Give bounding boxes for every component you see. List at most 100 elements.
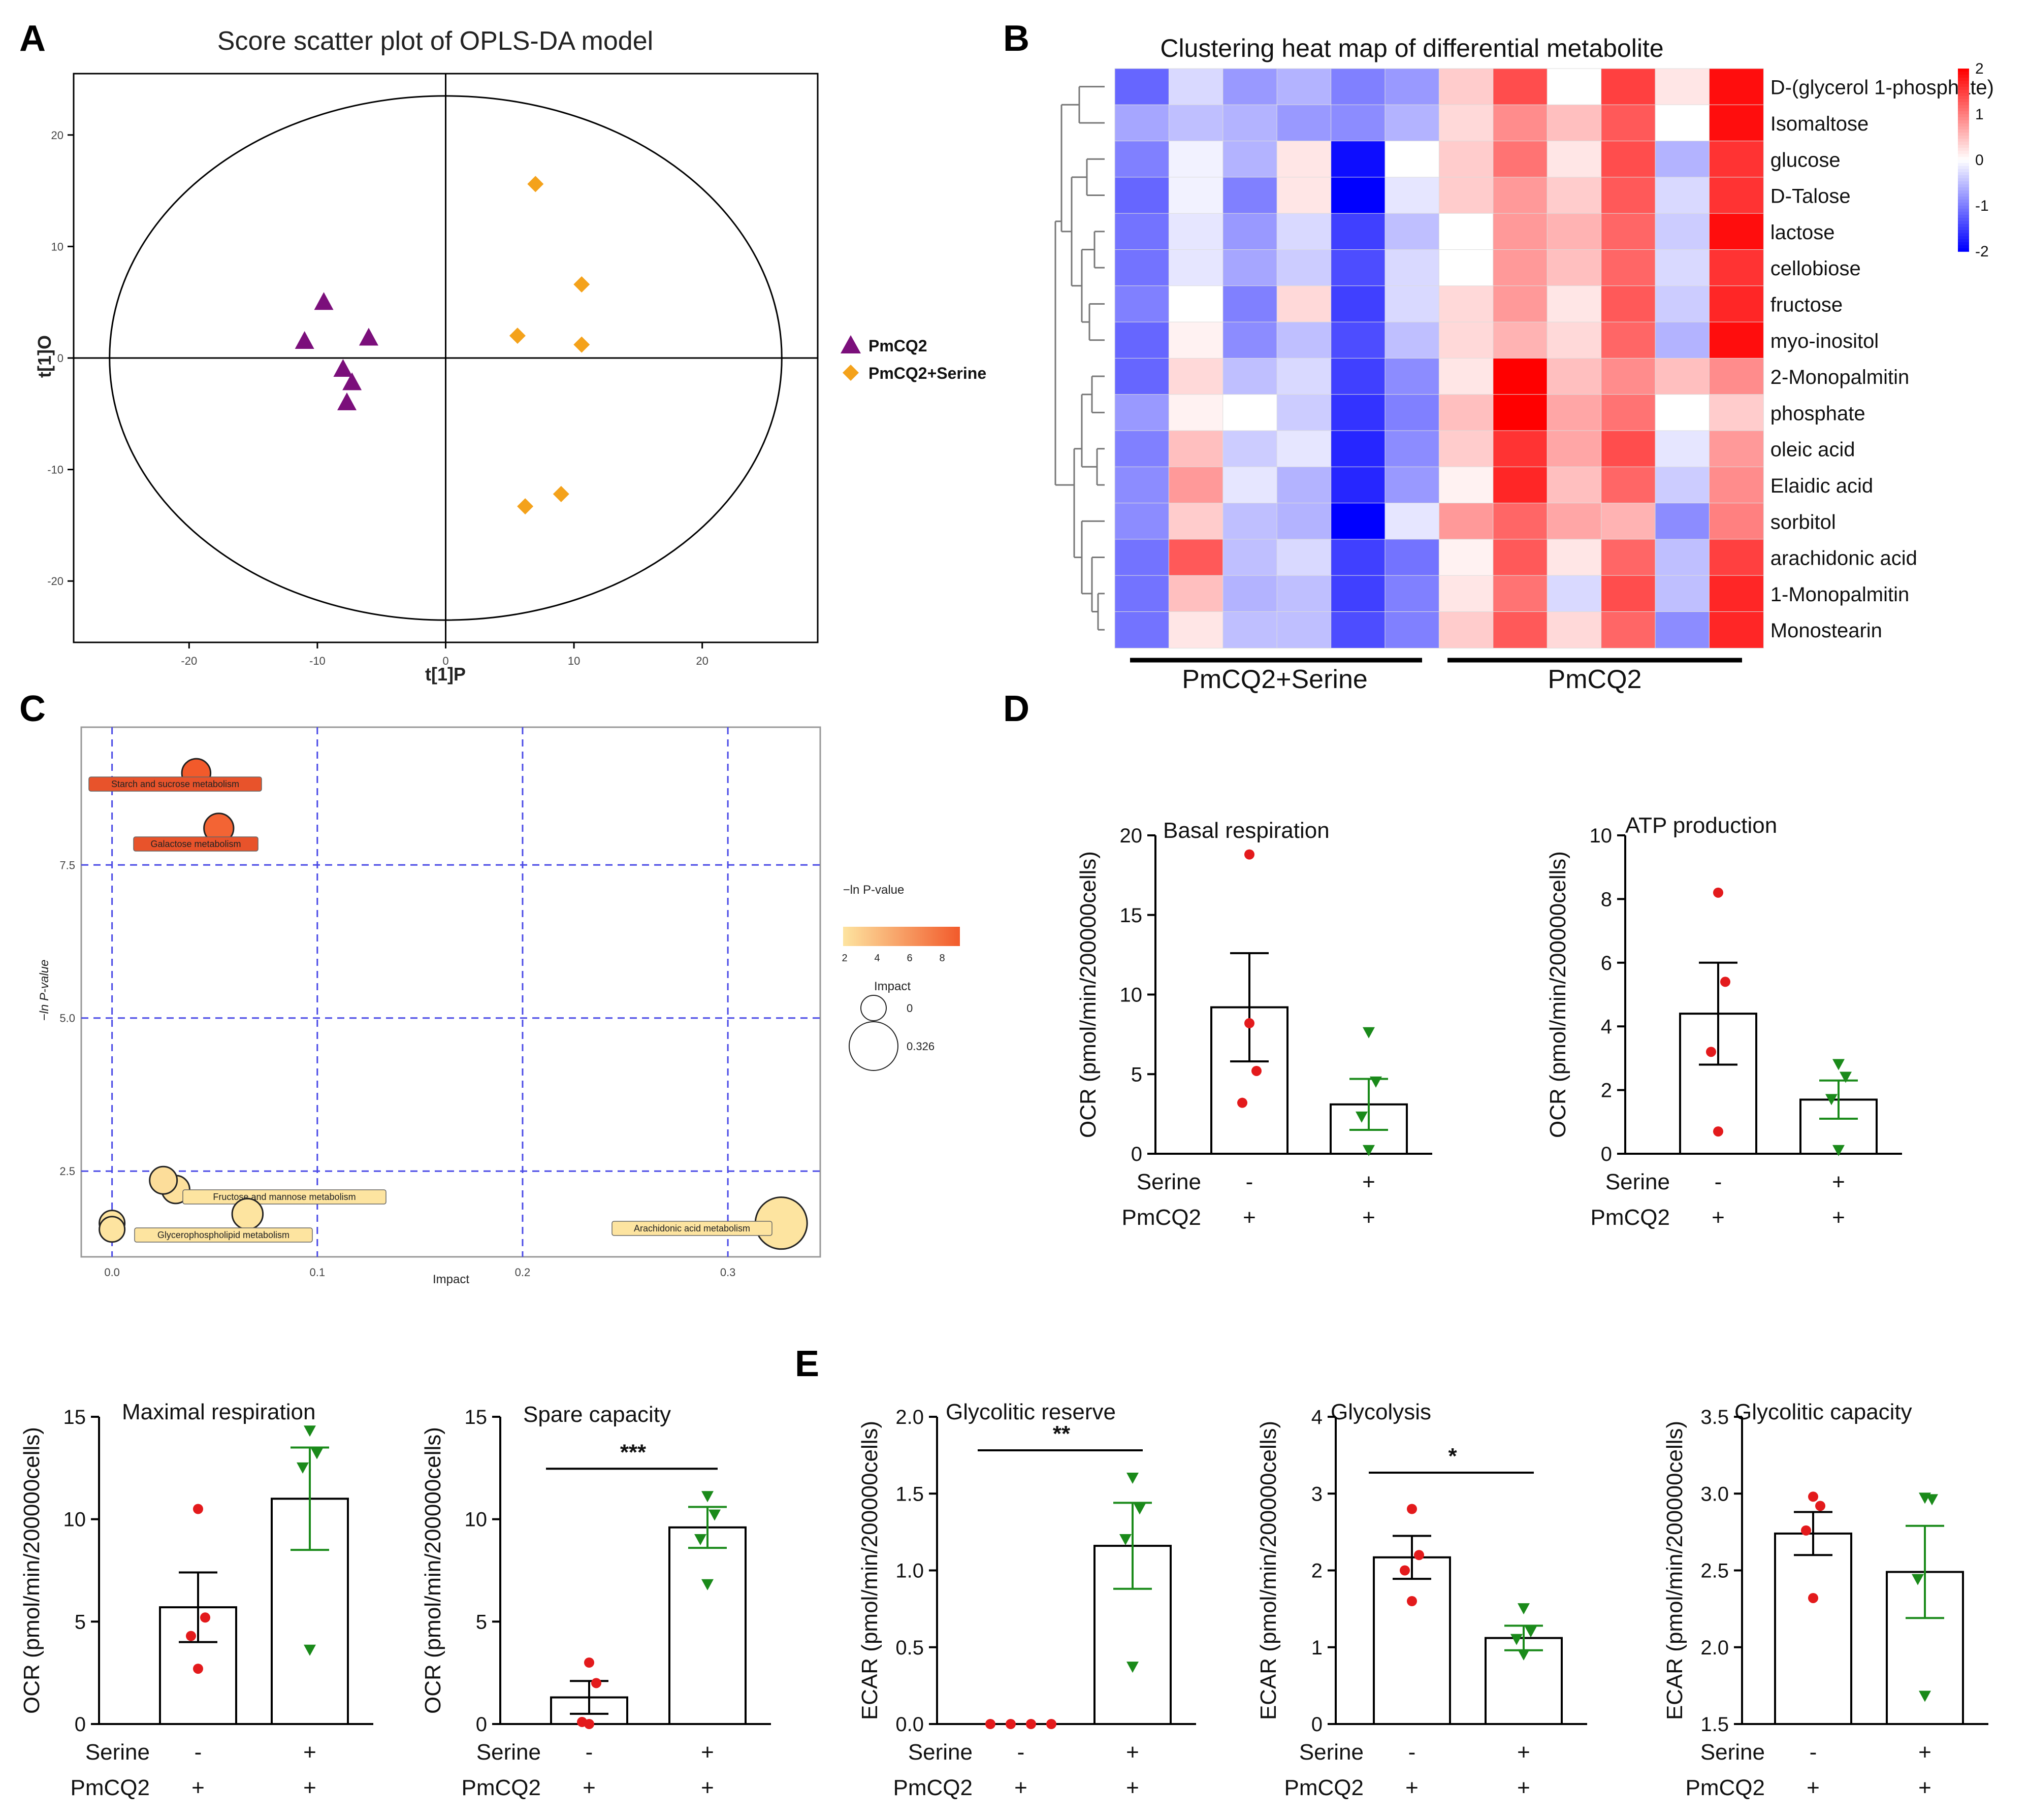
heatmap-cell	[1276, 466, 1332, 504]
y-tick-label: 5	[1131, 1063, 1142, 1086]
heatmap-cell	[1384, 141, 1440, 178]
y-tick-label: 0	[57, 352, 63, 365]
data-point-serine-minus	[186, 1631, 196, 1641]
heatmap-cell	[1493, 177, 1548, 214]
color-scale-tick: 2	[1975, 60, 1984, 77]
y-tick-label: 1	[1311, 1637, 1323, 1659]
y-tick-label: 0	[75, 1713, 86, 1736]
heatmap-cell	[1547, 177, 1602, 214]
data-point-pmcq2-serine	[553, 485, 569, 502]
color-scale-step	[1958, 224, 1969, 228]
pathway-point	[99, 1216, 126, 1243]
heatmap-cell	[1222, 611, 1278, 648]
y-tick-label: 10	[63, 1509, 86, 1531]
serine-minus-sign: -	[1408, 1740, 1416, 1765]
data-point-serine-plus	[304, 1425, 316, 1437]
x-tick-label: -20	[181, 655, 197, 667]
heatmap-cell	[1655, 575, 1710, 612]
color-scale-step	[1958, 151, 1969, 154]
pmcq2-plus-sign: +	[1712, 1205, 1725, 1230]
y-tick-label: 3.5	[1700, 1406, 1729, 1428]
heatmap-cell	[1168, 213, 1223, 250]
row-label-pmcq2: PmCQ2	[462, 1775, 541, 1800]
row-label-pmcq2: PmCQ2	[1591, 1205, 1670, 1230]
row-label: glucose	[1770, 149, 1841, 171]
color-scale-step	[1958, 160, 1969, 164]
heatmap-cell	[1438, 104, 1494, 142]
color-scale-step	[1958, 227, 1969, 231]
color-scale-step	[1958, 120, 1969, 124]
heatmap-cell	[1168, 611, 1223, 648]
heatmap-cell	[1547, 539, 1602, 576]
data-point-serine-plus	[1370, 1076, 1382, 1088]
heatmap-cell	[1114, 213, 1170, 250]
heatmap-cell	[1438, 141, 1494, 178]
heatmap-cell	[1331, 141, 1386, 178]
heatmap-cell	[1655, 321, 1710, 359]
legend-title: −ln P-value	[843, 883, 905, 897]
heatmap-cell	[1438, 503, 1494, 540]
color-scale-step	[1958, 157, 1969, 160]
color-scale-step	[1958, 81, 1969, 84]
heatmap-cell	[1114, 177, 1170, 214]
y-tick-label: 15	[465, 1406, 488, 1428]
data-point-serine-minus	[1808, 1592, 1818, 1603]
heatmap-cell	[1709, 177, 1764, 214]
row-label: lactose	[1770, 221, 1835, 244]
heatmap-cell	[1709, 611, 1764, 648]
data-point-serine-plus	[1356, 1111, 1368, 1123]
heatmap-cell	[1384, 358, 1440, 395]
heatmap-cell	[1222, 575, 1278, 612]
heatmap-cell	[1276, 285, 1332, 323]
y-tick-label: 10	[1590, 825, 1613, 847]
y-tick-label: -20	[47, 575, 63, 588]
serine-plus-sign: +	[1517, 1740, 1530, 1765]
data-point-serine-plus	[701, 1491, 714, 1503]
heatmap-cell	[1222, 394, 1278, 432]
heatmap-cell	[1547, 503, 1602, 540]
data-point-serine-plus	[1926, 1494, 1938, 1506]
group-label-pmcq2: PmCQ2	[1548, 665, 1642, 694]
heatmap-cell	[1276, 358, 1332, 395]
chart-title: Glycolitic reserve	[946, 1400, 1116, 1424]
chart-title: Basal respiration	[1163, 818, 1330, 843]
heatmap-cell	[1168, 68, 1223, 106]
heatmap-cell	[1655, 141, 1710, 178]
pathway-label-box	[611, 1221, 772, 1236]
row-label-serine: Serine	[908, 1740, 973, 1765]
heatmap-cell	[1709, 213, 1764, 250]
heatmap-cell	[1276, 503, 1332, 540]
heatmap-cell	[1331, 611, 1386, 648]
color-scale-step	[1958, 90, 1969, 93]
color-scale-step	[1958, 145, 1969, 148]
data-point-serine-plus	[1840, 1071, 1852, 1083]
data-point-serine-minus	[1407, 1504, 1417, 1514]
color-scale-step	[1958, 203, 1969, 206]
heatmap-cell	[1331, 358, 1386, 395]
row-label-pmcq2: PmCQ2	[1122, 1205, 1201, 1230]
heatmap-cell	[1709, 575, 1764, 612]
legend: −ln P-value 2 4 6 8 Impact 0 0.326	[842, 883, 960, 1071]
y-tick-label: 2.0	[1700, 1637, 1729, 1659]
y-tick-label: 0.5	[895, 1637, 924, 1659]
serine-minus-sign: -	[1017, 1740, 1025, 1765]
y-tick-label: 2.5	[59, 1165, 75, 1178]
data-point-serine-plus	[1126, 1662, 1139, 1673]
color-scale-step	[1958, 123, 1969, 127]
heatmap-cell	[1547, 466, 1602, 504]
metabolite-heatmap: Clustering heat map of differential meta…	[1054, 34, 1994, 694]
heatmap-cell	[1601, 321, 1656, 359]
color-scale-step	[1958, 215, 1969, 218]
data-point-serine-plus	[1363, 1027, 1375, 1038]
confidence-ellipse	[109, 95, 783, 621]
legend-size-large	[849, 1021, 898, 1071]
data-point-serine-plus	[297, 1462, 309, 1474]
heatmap-cell	[1601, 539, 1656, 576]
heatmap-cell	[1709, 394, 1764, 432]
y-tick-label: 3.0	[1700, 1483, 1729, 1505]
heatmap-cell	[1114, 575, 1170, 612]
heatmap-cell	[1601, 285, 1656, 323]
y-axis-label: ECAR (pmol/min/200000cells)	[1256, 1421, 1281, 1720]
heatmap-cell	[1547, 104, 1602, 142]
data-point-serine-plus	[1510, 1634, 1523, 1645]
